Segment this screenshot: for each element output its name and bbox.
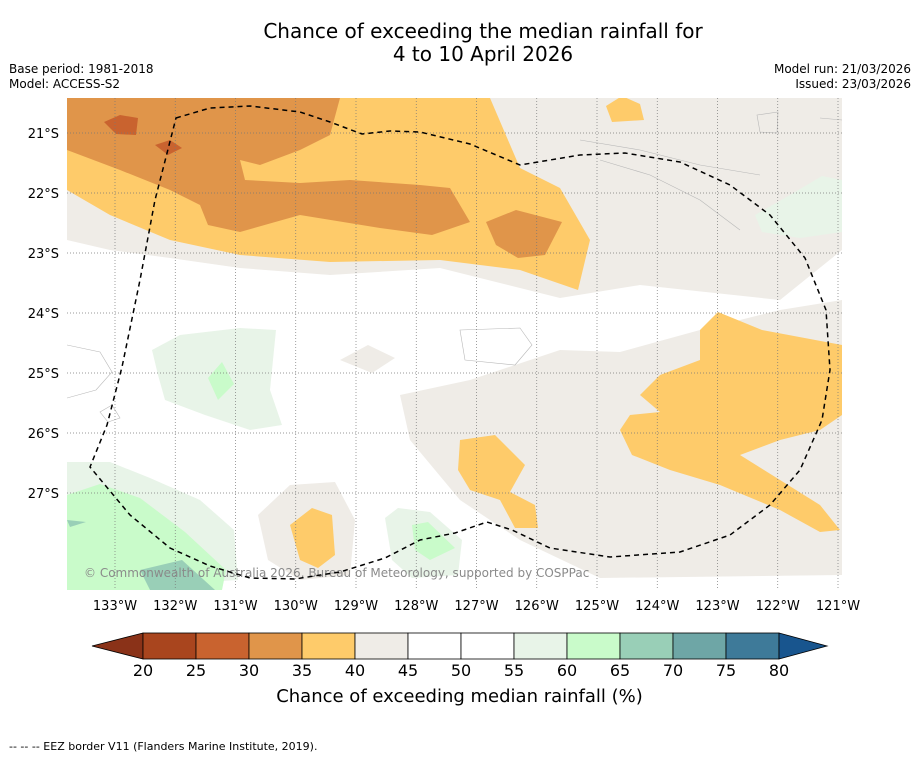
colorbar — [91, 632, 829, 660]
contour-lines — [67, 111, 842, 423]
eez-border — [89, 105, 831, 580]
colorbar-tick-label: 75 — [716, 661, 736, 680]
colorbar-swatch — [195, 632, 250, 660]
colorbar-tick-label: 80 — [769, 661, 789, 680]
colorbar-tick-label: 40 — [345, 661, 365, 680]
region-60-65-southwest — [67, 484, 226, 590]
contour-line — [579, 139, 761, 176]
region-30-35-north — [67, 98, 470, 235]
colorbar-tick-label: 60 — [557, 661, 577, 680]
colorbar-tick-label: 65 — [610, 661, 630, 680]
region-35-40-east — [620, 312, 842, 532]
region-40-45-island — [340, 345, 395, 373]
region-35-40-south-a — [458, 435, 538, 528]
lon-label: 126°W — [515, 599, 559, 614]
model-run: Model run: 21/03/2026 — [773, 62, 911, 76]
colorbar-swatch — [566, 632, 621, 660]
lon-label: 129°W — [334, 599, 378, 614]
latitude-labels: 21°S 22°S 23°S 24°S 25°S 26°S 27°S — [28, 127, 59, 502]
region-60-65-south — [412, 522, 455, 560]
colorbar-tick-label: 55 — [504, 661, 524, 680]
region-35-40-south-b — [290, 508, 335, 568]
colorbar-under-arrow — [91, 632, 144, 660]
contour-line — [459, 327, 533, 366]
region-35-40-blob-top — [606, 98, 644, 122]
issued-date: Issued: 23/03/2026 — [795, 77, 911, 91]
lon-label: 133°W — [93, 599, 137, 614]
colorbar-swatch — [725, 632, 780, 660]
footer-note: -- -- -- EEZ border V11 (Flanders Marine… — [9, 740, 318, 753]
lon-label: 123°W — [695, 599, 739, 614]
colorbar-swatch — [354, 632, 409, 660]
lon-label: 122°W — [756, 599, 800, 614]
colorbar-swatch — [407, 632, 462, 660]
lon-label: 121°W — [816, 599, 860, 614]
colorbar-tick-label: 30 — [239, 661, 259, 680]
colorbar-tick-label: 50 — [451, 661, 471, 680]
lat-label: 27°S — [28, 487, 59, 502]
lon-label: 132°W — [153, 599, 197, 614]
colorbar-label: Chance of exceeding median rainfall (%) — [276, 686, 643, 707]
lon-label: 124°W — [635, 599, 679, 614]
gridlines — [67, 98, 842, 590]
contour-line — [99, 404, 121, 423]
colorbar-over-arrow — [778, 632, 829, 660]
colorbar-swatch — [460, 632, 515, 660]
lat-label: 24°S — [28, 307, 59, 322]
lon-label: 127°W — [454, 599, 498, 614]
colorbar-swatch — [248, 632, 303, 660]
rainfall-map: © Commonwealth of Australia 2026, Bureau… — [67, 98, 842, 590]
colorbar-swatch — [301, 632, 356, 660]
title-line-1: Chance of exceeding the median rainfall … — [263, 19, 703, 43]
lat-label: 26°S — [28, 427, 59, 442]
region-30-35-patch — [486, 210, 562, 258]
colorbar-tick-label: 70 — [663, 661, 683, 680]
region-60-65-west-small — [208, 362, 234, 400]
region-25-30-a — [104, 115, 138, 135]
contour-line — [599, 159, 741, 231]
title-line-2: 4 to 10 April 2026 — [392, 42, 574, 66]
colorbar-swatch — [142, 632, 197, 660]
colorbar-tick-label: 35 — [292, 661, 312, 680]
meta-left: Base period: 1981-2018 Model: ACCESS-S2 — [9, 62, 154, 92]
lat-label: 22°S — [28, 187, 59, 202]
lon-label: 125°W — [575, 599, 619, 614]
lat-label: 25°S — [28, 367, 59, 382]
lon-label: 131°W — [213, 599, 257, 614]
model-name: Model: ACCESS-S2 — [9, 77, 121, 91]
colorbar-ticks: 20 25 30 35 40 45 50 55 60 65 70 75 80 — [133, 661, 789, 680]
longitude-labels: 133°W 132°W 131°W 130°W 129°W 128°W 127°W 126°W… — [93, 599, 860, 614]
colorbar-tick-label: 25 — [186, 661, 206, 680]
base-period: Base period: 1981-2018 — [9, 62, 154, 76]
colorbar-tick-label: 45 — [398, 661, 418, 680]
colorbar-swatch — [513, 632, 568, 660]
lon-label: 128°W — [394, 599, 438, 614]
lat-label: 23°S — [28, 247, 59, 262]
region-65-70-southwest — [140, 560, 215, 590]
lat-label: 21°S — [28, 127, 59, 142]
lon-label: 130°W — [274, 599, 318, 614]
contour-line — [756, 111, 779, 134]
region-65-70-sliver — [67, 520, 86, 527]
colorbar-tick-label: 20 — [133, 661, 153, 680]
contour-line — [67, 344, 113, 399]
colorbar-swatch — [672, 632, 727, 660]
meta-right: Model run: 21/03/2026 Issued: 23/03/2026 — [774, 62, 911, 92]
colorbar-swatch — [619, 632, 674, 660]
